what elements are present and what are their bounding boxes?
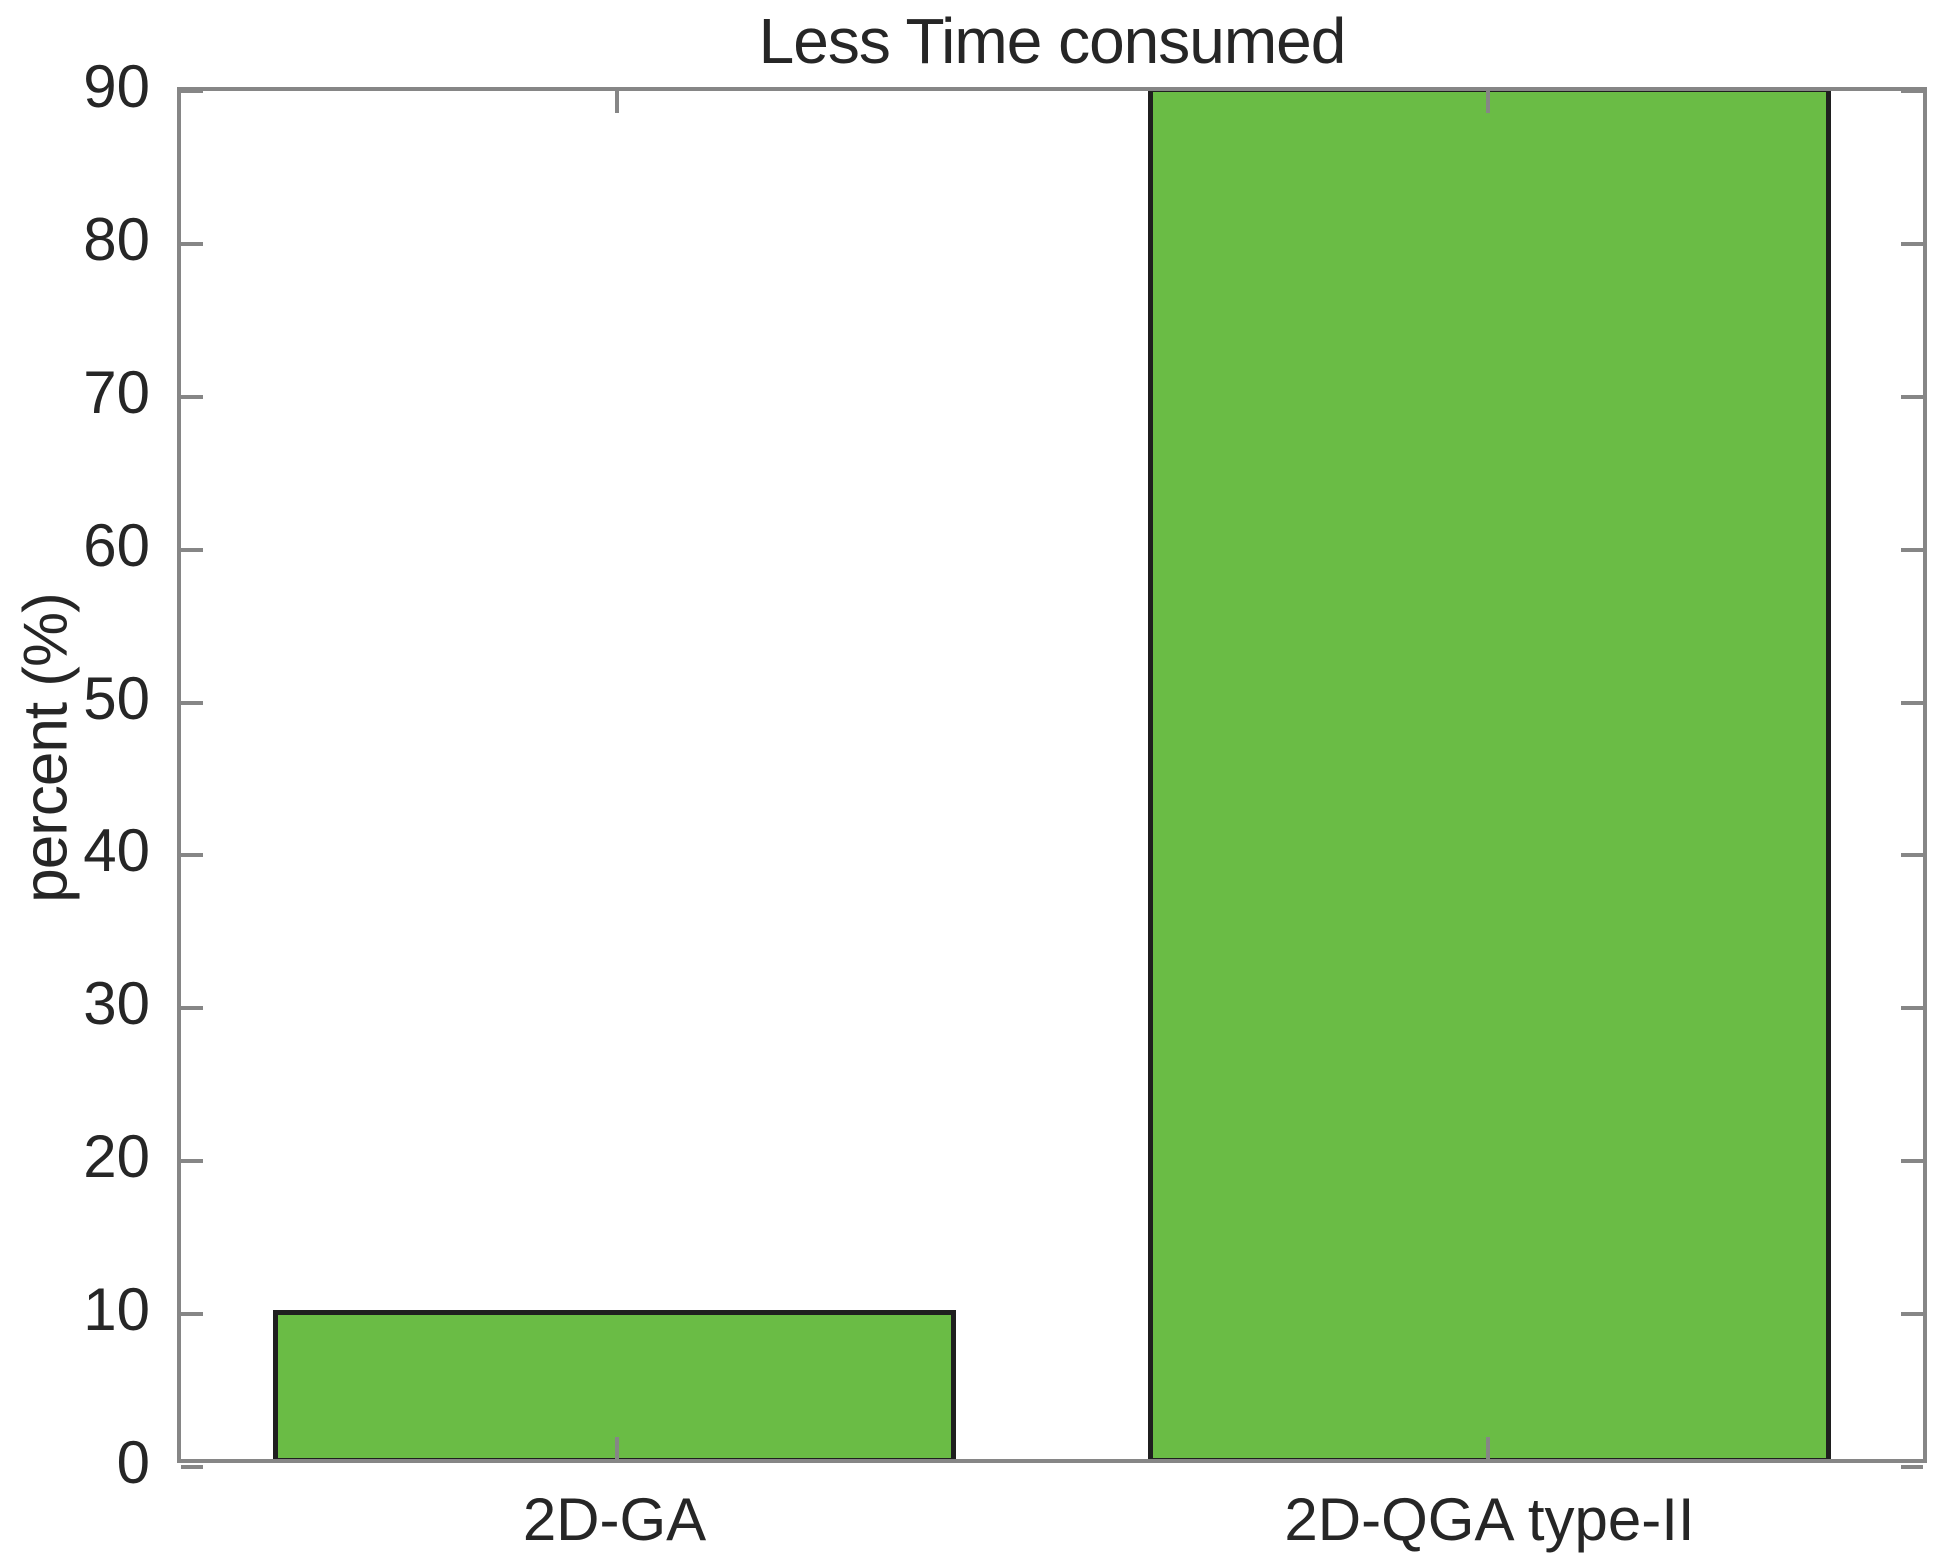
y-tick-labels: 0 10 20 30 40 50 60 70 80 90 (0, 57, 150, 1493)
x-category-label-0: 2D-GA (522, 1486, 707, 1553)
y-tick-label-70: 70 (83, 358, 150, 426)
y-tick-label-10: 10 (83, 1276, 150, 1344)
y-tick-right-0 (1901, 1465, 1923, 1469)
bar-2d-qga-type-ii (1148, 87, 1831, 1463)
x-category-label-1: 2D-QGA type-II (1284, 1486, 1695, 1553)
y-tick-label-60: 60 (83, 511, 150, 579)
chart-title: Less Time consumed (758, 5, 1347, 77)
y-tick-label-80: 80 (83, 205, 150, 273)
plot-area (177, 87, 1927, 1469)
x-category-labels: 2D-GA 2D-QGA type-II (177, 1490, 1927, 1560)
bar-2d-ga (273, 1310, 956, 1463)
y-tick-label-50: 50 (83, 664, 150, 732)
y-tick-label-40: 40 (83, 817, 150, 885)
y-tick-label-90: 90 (83, 53, 150, 120)
y-tick-label-0: 0 (116, 1429, 150, 1496)
y-tick-label-20: 20 (83, 1123, 150, 1191)
bars-layer (177, 87, 1927, 1463)
y-tick-left-0 (181, 1465, 203, 1469)
y-tick-label-30: 30 (83, 970, 150, 1038)
